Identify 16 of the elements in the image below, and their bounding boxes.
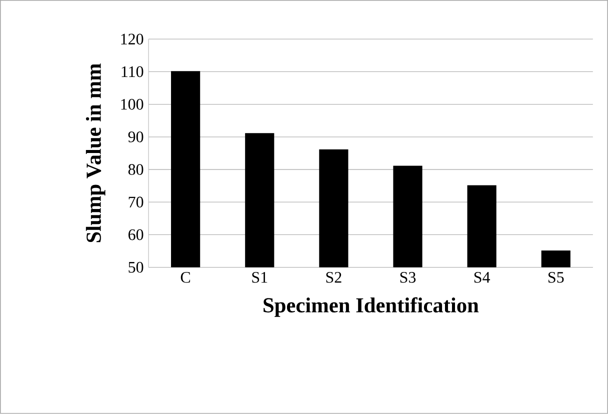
x-tick-label: C [180, 272, 190, 283]
y-tick-label: 60 [128, 229, 144, 240]
y-tick-label: 50 [128, 262, 144, 273]
x-tick-label: S1 [252, 272, 268, 283]
y-tick-label: 110 [122, 66, 144, 78]
y-tick-label: 90 [128, 132, 144, 142]
y-axis-title: Slump Value in mm [86, 64, 106, 242]
x-axis-title: Specimen Identification [264, 297, 479, 317]
y-tick-label: 80 [128, 164, 144, 175]
x-tick-label: S2 [326, 272, 342, 283]
x-tick-label: S3 [400, 272, 416, 283]
x-tick-label: S5 [548, 272, 564, 283]
y-tick-label: 100 [121, 98, 144, 110]
y-tick-label: 120 [121, 34, 144, 45]
x-tick-label: S4 [474, 272, 490, 283]
y-tick-label: 70 [128, 196, 144, 208]
